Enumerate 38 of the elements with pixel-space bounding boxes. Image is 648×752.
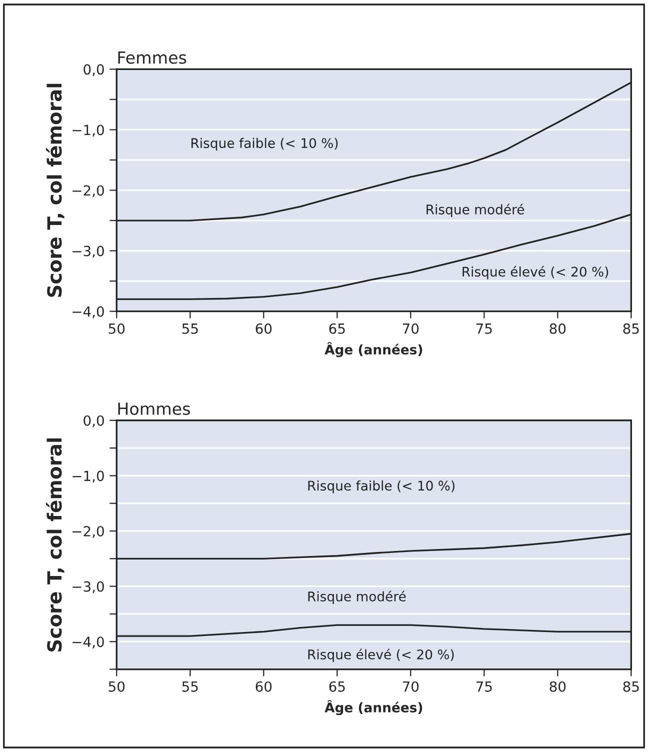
x-tick-label: 65	[329, 681, 345, 692]
x-tick-label: 80	[550, 323, 566, 334]
x-axis-title: Âge (années)	[324, 700, 422, 716]
y-tick-label: −2,0	[72, 526, 104, 538]
x-tick-label: 70	[402, 323, 419, 334]
chart-title: Femmes	[118, 51, 186, 64]
x-tick-label: 55	[182, 682, 198, 692]
x-tick-label: 65	[329, 323, 345, 334]
chart-title: Hommes	[118, 402, 190, 416]
x-tick-label: 85	[623, 681, 639, 692]
y-tick-label: 0,0	[84, 415, 104, 428]
x-tick-label: 55	[182, 324, 198, 334]
y-tick-label: −3,0	[72, 246, 104, 258]
x-tick-label: 85	[623, 323, 639, 334]
y-tick-label: −1,0	[72, 124, 104, 137]
x-tick-label: 60	[256, 681, 272, 692]
y-axis-title: Score T, col fémoral	[46, 438, 64, 652]
y-tick-label: −3,0	[72, 581, 104, 594]
annotation: Risque modéré	[308, 590, 406, 604]
annotation: Risque élevé (< 20 %)	[308, 648, 454, 662]
annotation: Risque modéré	[426, 204, 524, 218]
y-tick-label: −1,0	[72, 470, 104, 483]
x-axis-title: Âge (années)	[324, 342, 422, 358]
x-tick-label: 70	[402, 681, 419, 692]
y-tick-label: −4,0	[72, 636, 104, 649]
annotation: Risque faible (< 10 %)	[308, 480, 454, 494]
x-tick-label: 60	[256, 323, 272, 334]
annotation: Risque faible (< 10 %)	[192, 138, 338, 151]
x-tick-label: 50	[108, 681, 125, 692]
y-tick-label: 0,0	[84, 64, 104, 76]
y-axis-title: Score T, col fémoral	[46, 84, 64, 297]
x-tick-label: 50	[108, 323, 125, 334]
annotation: Risque élevé (< 20 %)	[462, 266, 608, 280]
x-tick-label: 75	[476, 682, 492, 692]
y-tick-label: −4,0	[72, 306, 104, 318]
x-tick-label: 75	[476, 324, 492, 334]
y-tick-label: −2,0	[72, 185, 104, 198]
x-tick-label: 80	[550, 681, 566, 692]
